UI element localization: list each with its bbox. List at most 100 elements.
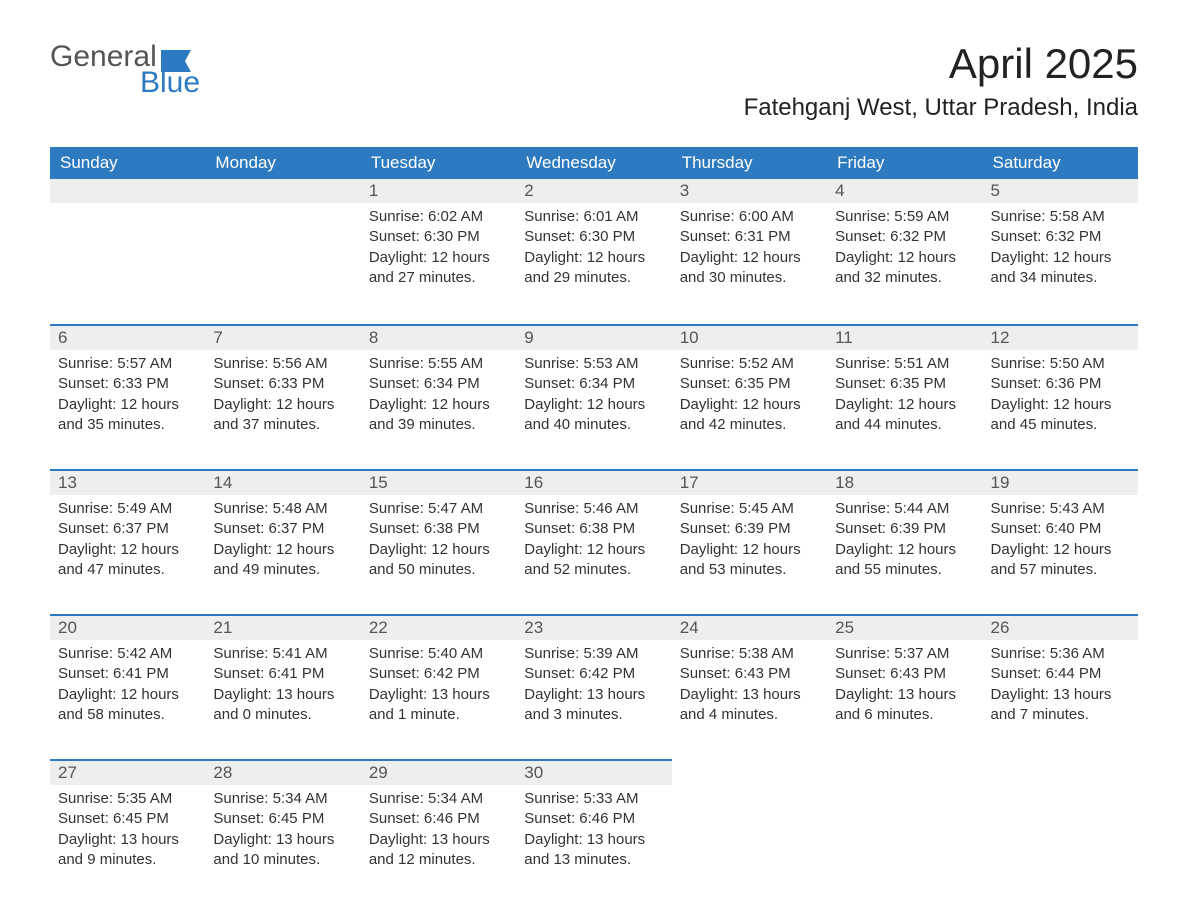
day-details: Sunrise: 5:51 AMSunset: 6:35 PMDaylight:… bbox=[827, 350, 982, 443]
daylight-line1: Daylight: 12 hours bbox=[680, 540, 819, 560]
daylight-line1: Daylight: 13 hours bbox=[213, 685, 352, 705]
daylight-line2: and 58 minutes. bbox=[58, 705, 197, 725]
day-details: Sunrise: 5:34 AMSunset: 6:45 PMDaylight:… bbox=[205, 785, 360, 878]
weekday-header: Tuesday bbox=[361, 147, 516, 179]
day-number: 11 bbox=[827, 324, 982, 350]
sunset-text: Sunset: 6:42 PM bbox=[524, 664, 663, 684]
day-details: Sunrise: 5:57 AMSunset: 6:33 PMDaylight:… bbox=[50, 350, 205, 443]
sunrise-text: Sunrise: 6:02 AM bbox=[369, 207, 508, 227]
sunrise-text: Sunrise: 5:45 AM bbox=[680, 499, 819, 519]
sunrise-text: Sunrise: 5:58 AM bbox=[991, 207, 1130, 227]
day-details: Sunrise: 5:41 AMSunset: 6:41 PMDaylight:… bbox=[205, 640, 360, 733]
calendar-week-row: 6Sunrise: 5:57 AMSunset: 6:33 PMDaylight… bbox=[50, 324, 1138, 469]
sunrise-text: Sunrise: 6:01 AM bbox=[524, 207, 663, 227]
sunset-text: Sunset: 6:34 PM bbox=[369, 374, 508, 394]
location-text: Fatehganj West, Uttar Pradesh, India bbox=[744, 94, 1138, 122]
day-number: 21 bbox=[205, 614, 360, 640]
calendar-cell: 1Sunrise: 6:02 AMSunset: 6:30 PMDaylight… bbox=[361, 179, 516, 324]
sunset-text: Sunset: 6:37 PM bbox=[213, 519, 352, 539]
daylight-line1: Daylight: 13 hours bbox=[680, 685, 819, 705]
sunset-text: Sunset: 6:31 PM bbox=[680, 227, 819, 247]
day-number: 27 bbox=[50, 759, 205, 785]
sunset-text: Sunset: 6:30 PM bbox=[369, 227, 508, 247]
daylight-line2: and 53 minutes. bbox=[680, 560, 819, 580]
day-number: 14 bbox=[205, 469, 360, 495]
daylight-line1: Daylight: 13 hours bbox=[369, 830, 508, 850]
daylight-line2: and 39 minutes. bbox=[369, 415, 508, 435]
sunset-text: Sunset: 6:30 PM bbox=[524, 227, 663, 247]
page-header: General Blue April 2025 Fatehganj West, … bbox=[50, 40, 1138, 122]
sunset-text: Sunset: 6:32 PM bbox=[991, 227, 1130, 247]
empty-day bbox=[50, 179, 205, 203]
daylight-line1: Daylight: 12 hours bbox=[680, 248, 819, 268]
day-number: 9 bbox=[516, 324, 671, 350]
sunset-text: Sunset: 6:37 PM bbox=[58, 519, 197, 539]
daylight-line2: and 34 minutes. bbox=[991, 268, 1130, 288]
sunrise-text: Sunrise: 5:52 AM bbox=[680, 354, 819, 374]
daylight-line2: and 50 minutes. bbox=[369, 560, 508, 580]
calendar-cell: 6Sunrise: 5:57 AMSunset: 6:33 PMDaylight… bbox=[50, 324, 205, 469]
daylight-line2: and 35 minutes. bbox=[58, 415, 197, 435]
day-details: Sunrise: 5:53 AMSunset: 6:34 PMDaylight:… bbox=[516, 350, 671, 443]
day-number: 22 bbox=[361, 614, 516, 640]
sunrise-text: Sunrise: 5:38 AM bbox=[680, 644, 819, 664]
calendar-cell: 17Sunrise: 5:45 AMSunset: 6:39 PMDayligh… bbox=[672, 469, 827, 614]
day-number: 3 bbox=[672, 179, 827, 203]
calendar-cell: 15Sunrise: 5:47 AMSunset: 6:38 PMDayligh… bbox=[361, 469, 516, 614]
calendar-cell: 26Sunrise: 5:36 AMSunset: 6:44 PMDayligh… bbox=[983, 614, 1138, 759]
sunset-text: Sunset: 6:38 PM bbox=[369, 519, 508, 539]
day-number: 4 bbox=[827, 179, 982, 203]
day-number: 24 bbox=[672, 614, 827, 640]
day-details: Sunrise: 5:36 AMSunset: 6:44 PMDaylight:… bbox=[983, 640, 1138, 733]
sunset-text: Sunset: 6:41 PM bbox=[58, 664, 197, 684]
month-title: April 2025 bbox=[744, 40, 1138, 88]
daylight-line1: Daylight: 12 hours bbox=[835, 395, 974, 415]
calendar-cell: 13Sunrise: 5:49 AMSunset: 6:37 PMDayligh… bbox=[50, 469, 205, 614]
logo: General Blue bbox=[50, 40, 200, 100]
day-number: 1 bbox=[361, 179, 516, 203]
daylight-line1: Daylight: 12 hours bbox=[58, 540, 197, 560]
daylight-line1: Daylight: 12 hours bbox=[835, 248, 974, 268]
day-number: 18 bbox=[827, 469, 982, 495]
day-number: 10 bbox=[672, 324, 827, 350]
sunset-text: Sunset: 6:43 PM bbox=[835, 664, 974, 684]
sunset-text: Sunset: 6:43 PM bbox=[680, 664, 819, 684]
sunset-text: Sunset: 6:46 PM bbox=[369, 809, 508, 829]
daylight-line2: and 37 minutes. bbox=[213, 415, 352, 435]
day-details: Sunrise: 5:49 AMSunset: 6:37 PMDaylight:… bbox=[50, 495, 205, 588]
calendar-cell bbox=[50, 179, 205, 324]
day-number: 8 bbox=[361, 324, 516, 350]
sunset-text: Sunset: 6:39 PM bbox=[680, 519, 819, 539]
daylight-line2: and 49 minutes. bbox=[213, 560, 352, 580]
day-number: 23 bbox=[516, 614, 671, 640]
sunrise-text: Sunrise: 5:48 AM bbox=[213, 499, 352, 519]
calendar-week-row: 20Sunrise: 5:42 AMSunset: 6:41 PMDayligh… bbox=[50, 614, 1138, 759]
sunrise-text: Sunrise: 5:34 AM bbox=[213, 789, 352, 809]
sunset-text: Sunset: 6:40 PM bbox=[991, 519, 1130, 539]
title-block: April 2025 Fatehganj West, Uttar Pradesh… bbox=[744, 40, 1138, 122]
daylight-line2: and 10 minutes. bbox=[213, 850, 352, 870]
day-details: Sunrise: 6:02 AMSunset: 6:30 PMDaylight:… bbox=[361, 203, 516, 296]
daylight-line2: and 57 minutes. bbox=[991, 560, 1130, 580]
calendar-week-row: 27Sunrise: 5:35 AMSunset: 6:45 PMDayligh… bbox=[50, 759, 1138, 904]
sunrise-text: Sunrise: 5:41 AM bbox=[213, 644, 352, 664]
calendar-cell: 27Sunrise: 5:35 AMSunset: 6:45 PMDayligh… bbox=[50, 759, 205, 904]
day-details: Sunrise: 5:42 AMSunset: 6:41 PMDaylight:… bbox=[50, 640, 205, 733]
daylight-line2: and 47 minutes. bbox=[58, 560, 197, 580]
day-details: Sunrise: 5:52 AMSunset: 6:35 PMDaylight:… bbox=[672, 350, 827, 443]
day-number: 28 bbox=[205, 759, 360, 785]
daylight-line2: and 6 minutes. bbox=[835, 705, 974, 725]
calendar-cell: 7Sunrise: 5:56 AMSunset: 6:33 PMDaylight… bbox=[205, 324, 360, 469]
daylight-line1: Daylight: 12 hours bbox=[213, 395, 352, 415]
daylight-line2: and 27 minutes. bbox=[369, 268, 508, 288]
sunset-text: Sunset: 6:33 PM bbox=[213, 374, 352, 394]
daylight-line1: Daylight: 12 hours bbox=[369, 540, 508, 560]
day-number: 2 bbox=[516, 179, 671, 203]
calendar-week-row: 1Sunrise: 6:02 AMSunset: 6:30 PMDaylight… bbox=[50, 179, 1138, 324]
day-number: 16 bbox=[516, 469, 671, 495]
day-details: Sunrise: 5:39 AMSunset: 6:42 PMDaylight:… bbox=[516, 640, 671, 733]
day-number: 7 bbox=[205, 324, 360, 350]
sunset-text: Sunset: 6:42 PM bbox=[369, 664, 508, 684]
weekday-header: Sunday bbox=[50, 147, 205, 179]
daylight-line1: Daylight: 12 hours bbox=[680, 395, 819, 415]
